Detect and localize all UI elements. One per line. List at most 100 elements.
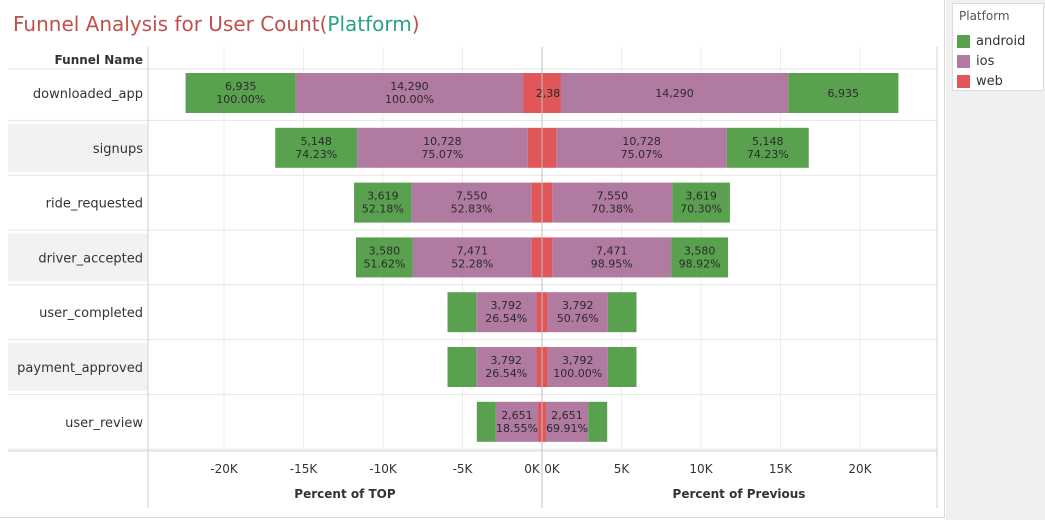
row-band-signups — [8, 123, 148, 172]
bar-ios-right-ride_requested — [552, 182, 673, 223]
data-label-pct-ios-right-user_review: 69.91% — [546, 422, 588, 435]
bar-ios-right-driver_accepted — [552, 237, 672, 278]
row-label-driver_accepted: driver_accepted — [38, 251, 143, 266]
bar-web-left-signups — [527, 127, 542, 168]
data-label-pct-ios-right-payment_approved: 100.00% — [553, 367, 602, 380]
row-band-driver_accepted — [8, 233, 148, 282]
data-label-pct-ios-right-signups: 75.07% — [621, 148, 663, 161]
bar-android-left-user_review — [476, 401, 496, 442]
data-label-pct-android-right-ride_requested: 70.30% — [680, 203, 722, 216]
row-header: Funnel Name — [55, 53, 143, 67]
bar-web-left-payment_approved — [536, 347, 542, 387]
data-label-pct-android-right-driver_accepted: 98.92% — [679, 257, 721, 270]
data-label-pct-android-left-downloaded_app: 100.00% — [216, 93, 265, 106]
bar-ios-left-downloaded_app — [295, 73, 524, 113]
bar-android-right-ride_requested — [672, 182, 730, 223]
data-label-pct-android-left-driver_accepted: 51.62% — [363, 257, 405, 270]
x-axis-title-left: Percent of TOP — [294, 487, 396, 501]
legend-swatch-ios — [957, 54, 970, 68]
bar-ios-left-driver_accepted — [412, 237, 532, 278]
row-label-signups: signups — [93, 142, 143, 157]
data-label-ios-right-user_review: 2,651 — [551, 409, 583, 422]
bar-ios-right-signups — [556, 127, 727, 168]
data-label-ios-left-downloaded_app: 14,290 — [390, 80, 429, 93]
data-label-ios-left-user_completed: 3,792 — [491, 299, 523, 312]
bar-web-right-signups — [542, 127, 557, 168]
x-tick-right: 5K — [614, 462, 631, 476]
data-label-ios-right-driver_accepted: 7,471 — [596, 244, 628, 257]
data-label-ios-left-ride_requested: 7,550 — [456, 190, 488, 203]
legend-item-web[interactable]: web — [957, 73, 1003, 89]
bar-android-right-user_review — [588, 401, 608, 442]
data-label-pct-ios-left-user_review: 18.55% — [496, 422, 538, 435]
bar-android-right-downloaded_app — [788, 73, 899, 113]
row-label-user_completed: user_completed — [39, 306, 143, 321]
bar-ios-left-user_review — [495, 401, 539, 442]
data-label-pct-android-left-signups: 74.23% — [295, 148, 337, 161]
data-label-android-left-ride_requested: 3,619 — [367, 190, 399, 203]
x-tick-left: 0K — [524, 462, 541, 476]
data-label-ios-left-user_review: 2,651 — [501, 409, 533, 422]
bar-web-left-user_review — [538, 401, 542, 442]
data-label-ios-left-signups: 10,728 — [423, 135, 462, 148]
bar-android-right-signups — [726, 127, 809, 168]
row-label-ride_requested: ride_requested — [46, 197, 143, 212]
data-label-pct-ios-right-user_completed: 50.76% — [557, 312, 599, 325]
bar-web-left-ride_requested — [531, 182, 542, 223]
data-label-pct-android-left-ride_requested: 52.18% — [362, 203, 404, 216]
data-label-android-right-downloaded_app: 6,935 — [828, 87, 860, 100]
x-tick-left: -5K — [453, 462, 474, 476]
legend-label-web: web — [976, 73, 1003, 89]
chart-frame — [0, 0, 945, 518]
x-tick-right: 20K — [848, 462, 872, 476]
bar-android-left-payment_approved — [447, 347, 477, 387]
legend-swatch-web — [957, 74, 970, 88]
data-label-ios-left-driver_accepted: 7,471 — [457, 244, 489, 257]
x-tick-left: -10K — [369, 462, 398, 476]
data-label-ios-right-user_completed: 3,792 — [562, 299, 594, 312]
legend-swatch-android — [957, 34, 970, 48]
data-label-pct-ios-left-payment_approved: 26.54% — [485, 367, 527, 380]
data-label-android-right-signups: 5,148 — [752, 135, 784, 148]
title-highlight: Platform — [327, 12, 412, 36]
bar-ios-right-user_review — [545, 401, 589, 442]
bar-android-left-driver_accepted — [355, 237, 413, 278]
bar-ios-left-signups — [357, 127, 528, 168]
row-label-user_review: user_review — [65, 416, 143, 431]
row-band-payment_approved — [8, 343, 148, 391]
legend-item-ios[interactable]: ios — [957, 53, 994, 69]
data-label-pct-ios-left-user_completed: 26.54% — [485, 312, 527, 325]
legend[interactable]: Platform android ios web — [952, 3, 1044, 91]
legend-title: Platform — [959, 9, 1010, 23]
chart-title: Funnel Analysis for User Count(Platform) — [13, 12, 420, 36]
bar-android-right-payment_approved — [607, 347, 637, 387]
bar-android-right-user_completed — [607, 292, 637, 333]
bar-web-left-user_completed — [536, 292, 542, 333]
data-label-ios-right-signups: 10,728 — [622, 135, 661, 148]
data-label-pct-ios-right-driver_accepted: 98.95% — [591, 257, 633, 270]
legend-item-android[interactable]: android — [957, 33, 1025, 49]
x-tick-right: 15K — [769, 462, 793, 476]
bar-web-left-downloaded_app — [523, 73, 542, 113]
x-tick-right: 10K — [689, 462, 713, 476]
bar-web-left-driver_accepted — [531, 237, 542, 278]
data-label-android-right-ride_requested: 3,619 — [685, 190, 717, 203]
data-label-pct-android-right-signups: 74.23% — [747, 148, 789, 161]
data-label-pct-ios-left-ride_requested: 52.83% — [451, 203, 493, 216]
data-label-ios-left-payment_approved: 3,792 — [491, 354, 523, 367]
funnel-chart: Funnel Namedownloaded_app6,935100.00%14,… — [8, 47, 938, 508]
bar-ios-left-payment_approved — [476, 347, 537, 387]
data-label-android-right-driver_accepted: 3,580 — [684, 244, 716, 257]
bar-web-right-downloaded_app — [542, 73, 561, 113]
bar-web-right-payment_approved — [542, 347, 548, 387]
data-label-android-left-signups: 5,148 — [300, 135, 332, 148]
data-label-pct-ios-right-ride_requested: 70.38% — [591, 203, 633, 216]
data-label-android-left-driver_accepted: 3,580 — [369, 244, 401, 257]
bar-ios-left-user_completed — [476, 292, 537, 333]
x-tick-right: 0K — [544, 462, 561, 476]
bar-web-right-driver_accepted — [542, 237, 553, 278]
data-label-pct-ios-left-downloaded_app: 100.00% — [385, 93, 434, 106]
legend-label-android: android — [976, 33, 1026, 49]
bar-web-right-ride_requested — [542, 182, 553, 223]
x-axis-title-right: Percent of Previous — [673, 487, 806, 501]
